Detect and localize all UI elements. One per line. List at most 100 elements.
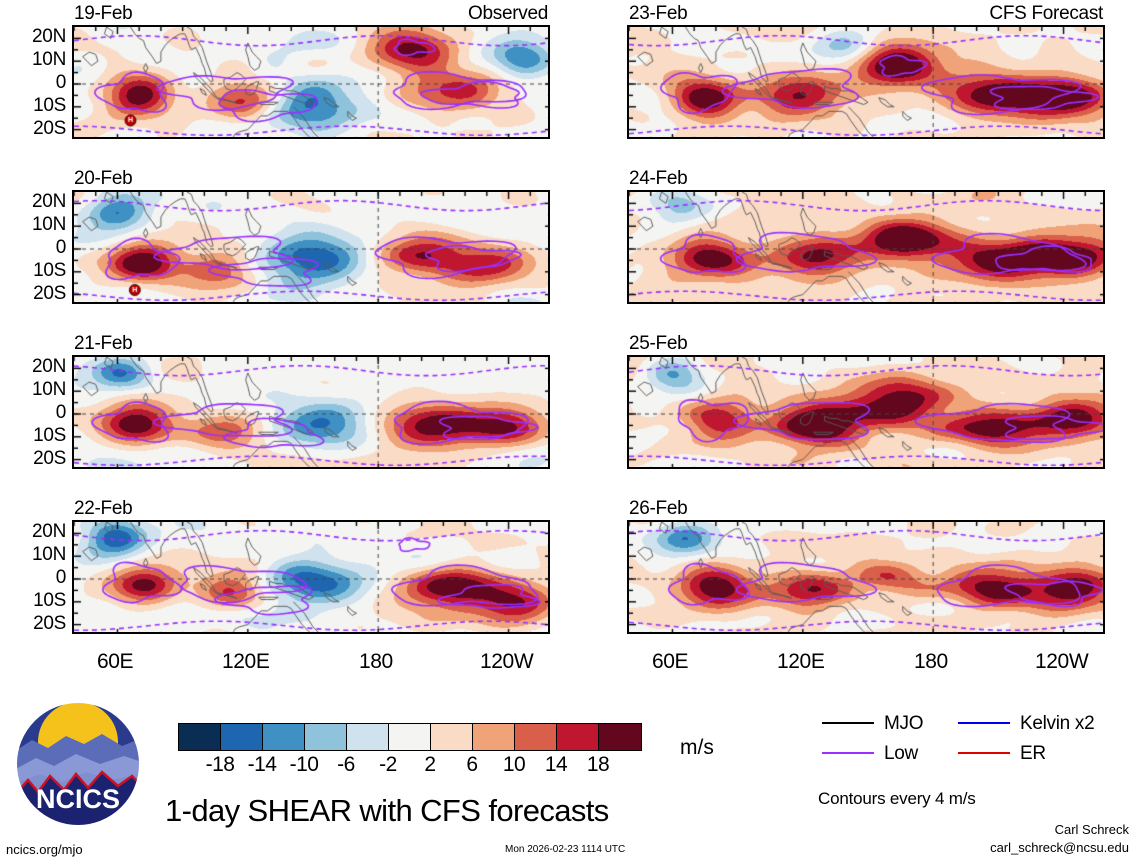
legend-label: Kelvin x2 [1020, 713, 1095, 734]
colorbar-tick-label: 2 [424, 753, 436, 776]
y-tick-label: 20S [33, 282, 66, 304]
y-tick-label: 10N [32, 49, 66, 71]
legend-label: MJO [884, 713, 924, 734]
y-tick-label: 20S [33, 447, 66, 469]
colorbar-segment [221, 724, 263, 750]
x-tick-label: 180 [914, 650, 948, 673]
panel-date-label: 26-Feb [629, 498, 688, 519]
x-tick-label: 120W [480, 650, 534, 673]
y-tick-label: 0 [55, 402, 67, 423]
panel-date-label: 21-Feb [74, 333, 133, 354]
x-tick-label: 120E [222, 650, 270, 673]
x-tick-label: 60E [97, 650, 134, 673]
legend-label: ER [1020, 743, 1046, 764]
panel-date-label: 19-Feb [74, 3, 133, 24]
shear-raster [629, 522, 1103, 632]
legend-line-mjo [822, 722, 874, 724]
panel-date-label: 25-Feb [629, 333, 688, 354]
map-panel-21-feb: 21-Feb [72, 334, 550, 469]
shear-raster [629, 27, 1103, 137]
colorbar-segment [473, 724, 515, 750]
shear-raster [74, 522, 548, 632]
page-title: 1-day SHEAR with CFS forecasts [165, 793, 609, 828]
y-tick-label: 10S [33, 589, 66, 611]
panel-date-label: 24-Feb [629, 168, 688, 189]
shear-map [72, 25, 550, 139]
colorbar-segment [557, 724, 599, 750]
y-tick-label: 20N [32, 521, 66, 543]
panel-date-label: 23-Feb [629, 3, 688, 24]
colorbar [178, 723, 642, 751]
y-tick-label: 10S [33, 424, 66, 446]
colorbar-segment [599, 724, 641, 750]
colorbar-segment [347, 724, 389, 750]
legend-line-er [958, 752, 1010, 754]
map-panel-25-feb: 25-Feb [627, 334, 1105, 469]
shear-map [72, 520, 550, 634]
colorbar-tick-label: -6 [337, 753, 355, 776]
colorbar-segment [431, 724, 473, 750]
colorbar-segment [389, 724, 431, 750]
ncics-logo[interactable]: NCICS [14, 700, 142, 833]
shear-map [72, 355, 550, 469]
legend-line-low [822, 752, 874, 754]
y-tick-label: 20S [33, 117, 66, 139]
panel-date-label: 22-Feb [74, 498, 133, 519]
legend-line-kelvin-x2 [958, 722, 1010, 724]
map-panel-24-feb: 24-Feb [627, 169, 1105, 304]
shear-raster [74, 357, 548, 467]
shear-map [627, 25, 1105, 139]
map-panel-26-feb: 26-Feb [627, 499, 1105, 634]
shear-raster [74, 27, 548, 137]
y-tick-label: 20N [32, 191, 66, 213]
logo-text: NCICS [36, 784, 120, 814]
colorbar-tick-label: -10 [289, 753, 319, 776]
colorbar-tick-label: 10 [502, 753, 526, 776]
map-panel-22-feb: 22-Feb [72, 499, 550, 634]
colorbar-tick-label: 18 [586, 753, 610, 776]
y-tick-label: 20S [33, 612, 66, 634]
colorbar-segment [515, 724, 557, 750]
panel-date-label: 20-Feb [74, 168, 133, 189]
author-name: Carl Schreck [1054, 822, 1129, 837]
author-email[interactable]: carl_schreck@ncsu.edu [990, 840, 1129, 855]
colorbar-unit-label: m/s [680, 736, 714, 759]
y-tick-label: 10N [32, 379, 66, 401]
shear-raster [74, 192, 548, 302]
y-tick-label: 10N [32, 214, 66, 236]
map-panel-20-feb: 20-Feb [72, 169, 550, 304]
y-tick-label: 10S [33, 259, 66, 281]
x-tick-label: 120E [777, 650, 825, 673]
map-panel-19-feb: 19-Feb Observed [72, 4, 550, 139]
colorbar-segment [179, 724, 221, 750]
x-tick-label: 180 [359, 650, 393, 673]
x-tick-label: 120W [1035, 650, 1089, 673]
panel-column-header: Observed [468, 3, 548, 24]
y-tick-label: 0 [55, 237, 67, 258]
colorbar-tick-label: -2 [379, 753, 397, 776]
y-tick-label: 0 [55, 72, 67, 93]
colorbar-tick-label: -14 [247, 753, 277, 776]
y-tick-label: 10N [32, 544, 66, 566]
site-url[interactable]: ncics.org/mjo [6, 842, 83, 857]
y-tick-label: 0 [55, 567, 67, 588]
shear-map [627, 520, 1105, 634]
shear-map [627, 190, 1105, 304]
colorbar-tick-label: -18 [205, 753, 235, 776]
colorbar-segment [305, 724, 347, 750]
shear-map [627, 355, 1105, 469]
y-tick-label: 10S [33, 94, 66, 116]
colorbar-segment [263, 724, 305, 750]
colorbar-tick-label: 14 [544, 753, 568, 776]
panel-column-header: CFS Forecast [989, 3, 1103, 24]
timestamp: Mon 2026-02-23 1114 UTC [505, 844, 626, 855]
shear-raster [629, 357, 1103, 467]
legend-label: Low [884, 743, 918, 764]
y-tick-label: 20N [32, 26, 66, 48]
colorbar-tick-label: 6 [466, 753, 478, 776]
y-tick-label: 20N [32, 356, 66, 378]
x-tick-label: 60E [652, 650, 689, 673]
shear-raster [629, 192, 1103, 302]
contour-interval-note: Contours every 4 m/s [818, 789, 976, 808]
map-panel-23-feb: 23-Feb CFS Forecast [627, 4, 1105, 139]
